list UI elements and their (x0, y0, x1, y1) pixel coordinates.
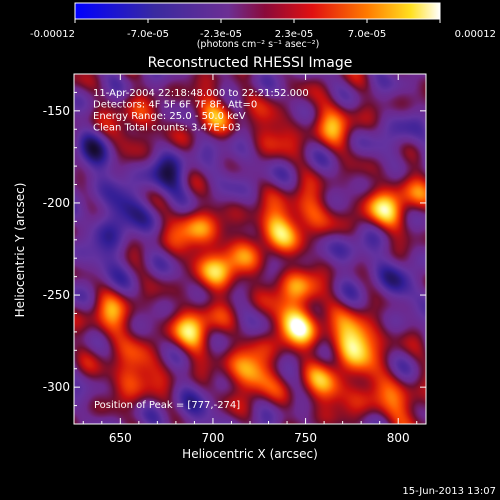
colorbar-gradient (74, 2, 441, 20)
annotation-line: Clean Total counts: 3.47E+03 (93, 123, 241, 134)
y-axis: -150 -200 -250 -300 (43, 91, 426, 407)
colorbar-tick-label: -2.3e-05 (200, 29, 242, 40)
y-axis-label: Heliocentric Y (arcsec) (13, 183, 27, 318)
colorbar-tick-label: 2.3e-05 (275, 29, 313, 40)
x-tick-label: 750 (294, 431, 317, 445)
timestamp: 15-Jun-2013 13:07 (402, 486, 496, 497)
annotation-line: Detectors: 4F 5F 6F 7F 8F, Att=0 (93, 100, 257, 111)
colorbar: -0.00012 -7.0e-05 -2.3e-05 2.3e-05 7.0e-05 0.… (30, 2, 496, 50)
y-tick-label: -150 (43, 104, 70, 118)
x-tick-label: 650 (109, 431, 132, 445)
x-axis-label: Heliocentric X (arcsec) (182, 447, 318, 461)
chart-title: Reconstructed RHESSI Image (148, 55, 353, 71)
x-tick-label: 800 (387, 431, 410, 445)
peak-position-label: Position of Peak = [777,-274] (94, 400, 240, 411)
x-tick-label: 700 (201, 431, 224, 445)
colorbar-ticks: -0.00012 -7.0e-05 -2.3e-05 2.3e-05 7.0e-05 0.… (30, 19, 496, 40)
heatmap-image (74, 74, 426, 424)
observation-annotations: 11-Apr-2004 22:18:48.000 to 22:21:52.000… (93, 88, 309, 134)
colorbar-tick-label: 7.0e-05 (348, 29, 386, 40)
colorbar-tick-label: 0.00012 (455, 29, 496, 40)
y-tick-label: -250 (43, 288, 70, 302)
annotation-line: Energy Range: 25.0 - 50.0 keV (93, 111, 246, 122)
x-axis: 650 700 750 800 (82, 74, 418, 445)
y-tick-label: -200 (43, 196, 70, 210)
y-tick-label: -300 (43, 380, 70, 394)
annotation-line: 11-Apr-2004 22:18:48.000 to 22:21:52.000 (93, 88, 309, 99)
colorbar-tick-label: -7.0e-05 (127, 29, 169, 40)
colorbar-unit-label: (photons cm⁻² s⁻¹ asec⁻²) (197, 39, 320, 50)
colorbar-tick-label: -0.00012 (30, 29, 75, 40)
